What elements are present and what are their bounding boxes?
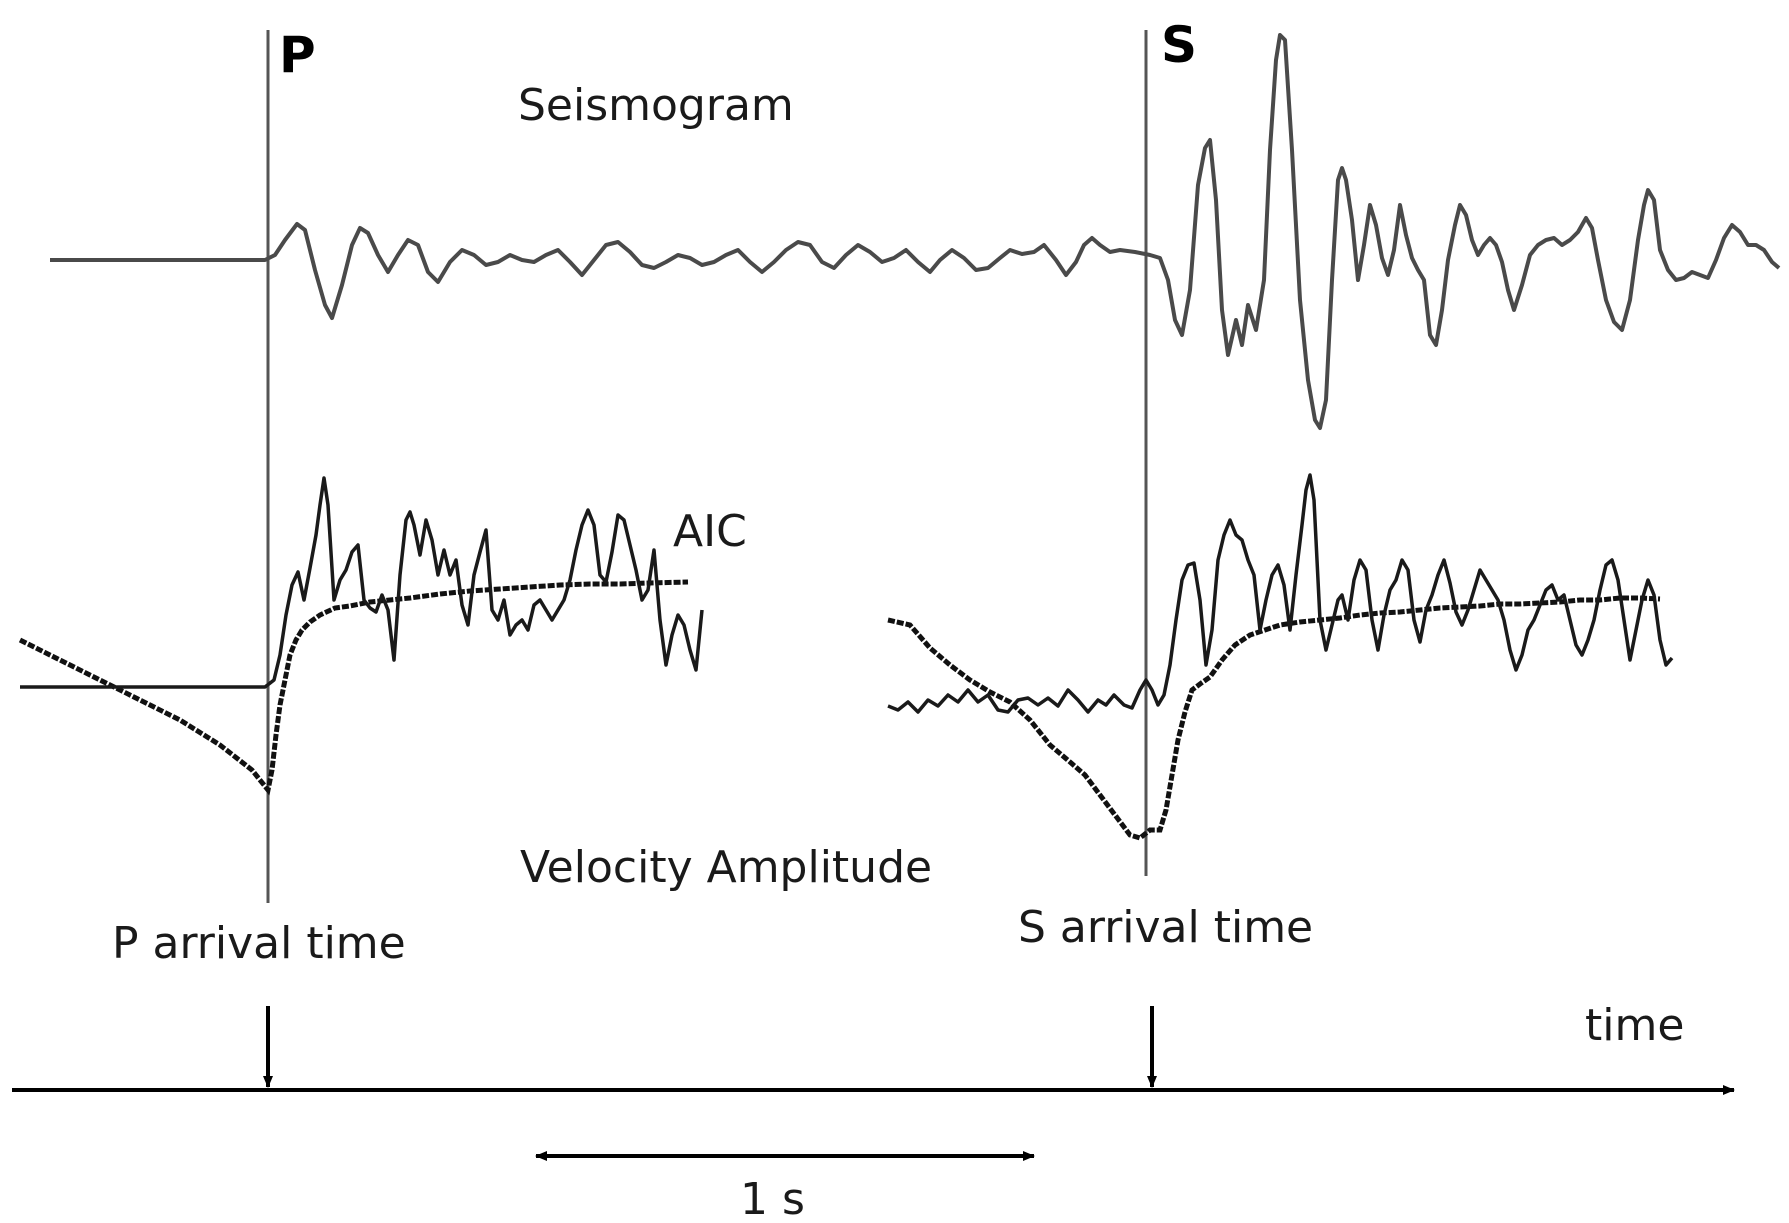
scale-bar-label: 1 s <box>740 1174 805 1223</box>
p-arrival-label: P arrival time <box>112 918 406 969</box>
p-marker-label: P <box>279 26 316 84</box>
seismogram-trace <box>50 33 1781 430</box>
velocity-curve-right <box>887 473 1674 714</box>
aic-curve-left <box>18 579 689 796</box>
s-marker-label: S <box>1161 16 1197 74</box>
aic-curve-right <box>887 595 1661 841</box>
time-axis-label: time <box>1585 1000 1684 1051</box>
aic-label: AIC <box>673 506 747 557</box>
s-arrival-label: S arrival time <box>1018 902 1313 953</box>
velocity-curve-left <box>20 476 704 689</box>
velocity-amplitude-label: Velocity Amplitude <box>520 842 932 893</box>
seismogram-label: Seismogram <box>518 80 794 131</box>
